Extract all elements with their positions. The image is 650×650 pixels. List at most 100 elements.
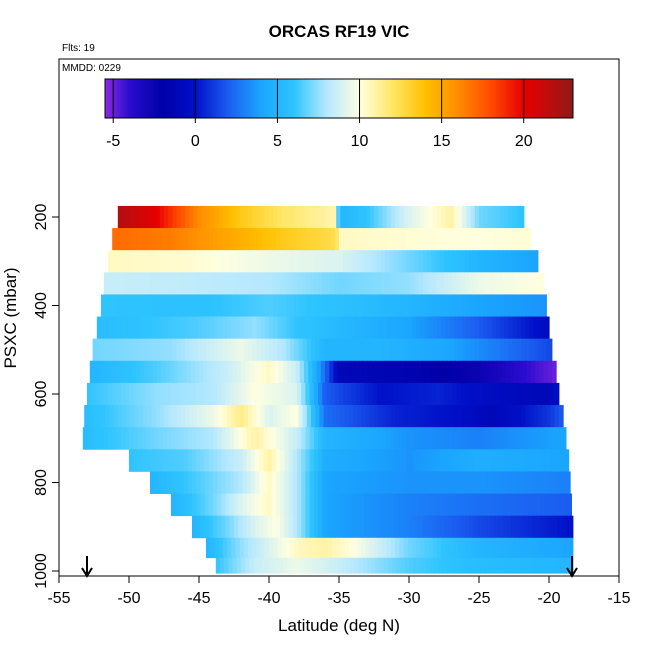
heatmap-cell	[414, 272, 420, 295]
heatmap-cell	[313, 471, 319, 494]
heatmap-cell	[312, 557, 318, 574]
heatmap-cell	[491, 294, 497, 317]
heatmap-cell	[442, 557, 448, 574]
heatmap-cell	[281, 294, 287, 317]
heatmap-cell	[432, 294, 438, 317]
heatmap-cell	[185, 405, 190, 428]
heatmap-cell	[234, 515, 239, 539]
heatmap-cell	[340, 338, 346, 362]
heatmap-cell	[280, 493, 285, 517]
heatmap-cell	[540, 493, 546, 517]
heatmap-cell	[284, 471, 290, 494]
heatmap-cell	[129, 427, 134, 450]
heatmap-cell	[210, 294, 215, 317]
heatmap-cell	[509, 360, 515, 384]
heatmap-cell	[375, 557, 381, 574]
heatmap-cell	[368, 427, 374, 450]
heatmap-cell	[399, 316, 404, 340]
heatmap-cell	[456, 471, 462, 494]
heatmap-cell	[504, 338, 509, 362]
heatmap-cell	[411, 205, 417, 229]
heatmap-cell	[455, 360, 460, 384]
heatmap-cell	[435, 449, 441, 472]
heatmap-cell	[351, 493, 357, 517]
heatmap-cell	[374, 537, 379, 559]
heatmap-cell	[549, 449, 554, 472]
heatmap-cell	[155, 294, 161, 317]
x-axis-label: Latitude (deg N)	[278, 616, 400, 635]
heatmap-cell	[393, 449, 399, 472]
heatmap-cell	[357, 537, 362, 559]
heatmap-cell	[210, 405, 215, 428]
heatmap-cell	[498, 272, 504, 295]
heatmap-cell	[486, 471, 491, 494]
heatmap-cell	[537, 405, 543, 428]
heatmap-cell	[515, 471, 521, 494]
heatmap-cell	[477, 471, 483, 494]
heatmap-cell	[276, 272, 281, 295]
heatmap-cell	[222, 405, 228, 428]
heatmap-cell	[225, 515, 231, 539]
heatmap-cell	[502, 515, 508, 539]
heatmap-cell	[266, 360, 271, 384]
heatmap-cell	[231, 405, 236, 428]
heatmap-cell	[404, 557, 410, 574]
heatmap-cell	[431, 471, 437, 494]
heatmap-cell	[383, 360, 389, 384]
heatmap-cell	[533, 405, 539, 428]
heatmap-cell	[459, 360, 465, 384]
heatmap-cell	[410, 427, 416, 450]
heatmap-cell	[183, 382, 189, 406]
heatmap-cell	[502, 250, 508, 273]
heatmap-cell	[274, 360, 280, 384]
heatmap-cell	[476, 557, 481, 574]
heatmap-cell	[420, 316, 425, 340]
heatmap-cell	[460, 427, 466, 450]
heatmap-cell	[546, 405, 551, 428]
heatmap-cell	[319, 205, 325, 229]
heatmap-cell	[372, 471, 378, 494]
heatmap-cell	[208, 228, 214, 251]
heatmap-cell	[528, 471, 533, 494]
heatmap-cell	[171, 427, 176, 450]
heatmap-cell	[390, 316, 396, 340]
heatmap-cell	[360, 449, 365, 472]
heatmap-cell	[423, 515, 428, 539]
heatmap-cell	[235, 316, 241, 340]
heatmap-cell	[267, 228, 273, 251]
heatmap-cell	[185, 338, 190, 362]
heatmap-cell	[252, 405, 257, 428]
heatmap-cell	[242, 493, 248, 517]
heatmap-cell	[364, 471, 369, 494]
heatmap-cell	[385, 228, 390, 251]
heatmap-cell	[204, 515, 210, 539]
heatmap-cell	[99, 427, 105, 450]
heatmap-cell	[280, 250, 285, 273]
heatmap-cell	[439, 493, 445, 517]
heatmap-cell	[332, 405, 337, 428]
heatmap-cell	[481, 250, 487, 273]
heatmap-cell	[458, 537, 463, 559]
heatmap-cell	[424, 316, 430, 340]
heatmap-cell	[124, 427, 130, 450]
heatmap-cell	[208, 515, 214, 539]
heatmap-cell	[490, 515, 495, 539]
heatmap-cell	[297, 427, 302, 450]
heatmap-cell	[257, 557, 263, 574]
heatmap-cell	[462, 537, 467, 559]
colorbar-ticks: -5 0 5 10 15 20	[106, 79, 533, 150]
heatmap-cell	[309, 493, 315, 517]
heatmap-cell	[297, 471, 302, 494]
heatmap-cell	[402, 493, 407, 517]
heatmap-cell	[124, 228, 130, 251]
heatmap-cell	[469, 272, 474, 295]
heatmap-cell	[511, 250, 516, 273]
heatmap-cell	[208, 493, 214, 517]
heatmap-cell	[536, 449, 542, 472]
heatmap-cell	[504, 294, 509, 317]
heatmap-cell	[512, 338, 518, 362]
heatmap-cell	[158, 250, 164, 273]
heatmap-cell	[155, 205, 161, 229]
heatmap-cell	[263, 427, 269, 450]
heatmap-cell	[217, 493, 222, 517]
